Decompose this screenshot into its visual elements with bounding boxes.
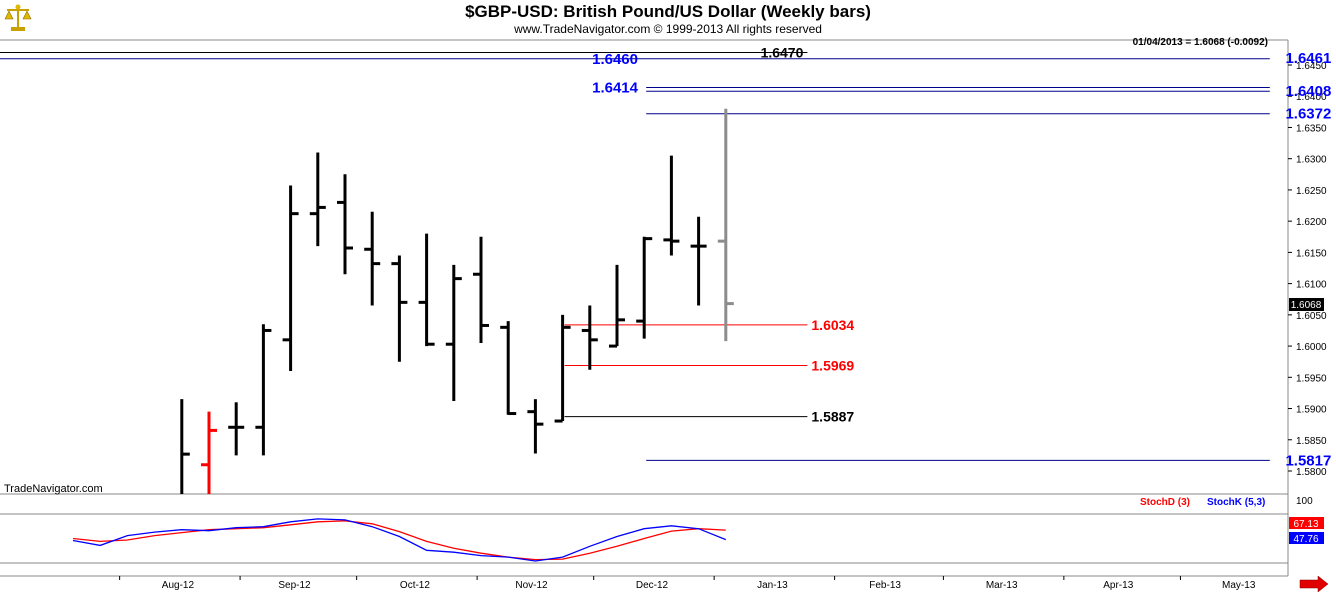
time-tick-label: Sep-12: [278, 580, 311, 591]
stochK-value-label: 47.76: [1293, 534, 1318, 545]
price-tick-label: 1.6050: [1296, 311, 1327, 322]
chart-header: $GBP-USD: British Pound/US Dollar (Weekl…: [0, 0, 1336, 36]
price-tick-label: 1.5900: [1296, 405, 1327, 416]
price-tick-label: 1.5950: [1296, 373, 1327, 384]
price-tick-label: 1.6100: [1296, 280, 1327, 291]
level-label-1-5817: 1.5817: [1285, 452, 1331, 469]
level-label-1-6034: 1.6034: [811, 317, 854, 333]
level-label-1-5969: 1.5969: [811, 357, 854, 373]
price-tick-label: 1.6350: [1296, 123, 1327, 134]
stochastic-panel: [72, 518, 727, 562]
last-price-tag: [1289, 298, 1324, 311]
time-tick-label: Aug-12: [162, 580, 195, 591]
chart-title: $GBP-USD: British Pound/US Dollar (Weekl…: [465, 2, 871, 21]
price-levels: 1.6470 1.6460 1.6461 1.6414 1.6408 1.6372 1.60…: [0, 45, 1331, 469]
level-label-1-6408: 1.6408: [1285, 83, 1331, 100]
stochD-legend: StochD (3): [1140, 497, 1190, 508]
time-tick-label: Jan-13: [757, 580, 788, 591]
price-tick-label: 1.5850: [1296, 436, 1327, 447]
time-tick-label: Nov-12: [515, 580, 548, 591]
time-tick-label: Apr-13: [1103, 580, 1133, 591]
time-tick-label: Feb-13: [869, 580, 901, 591]
level-label-1-6372: 1.6372: [1285, 106, 1331, 123]
level-label-1-6460: 1.6460: [592, 51, 638, 68]
stochD-value-tag: [1289, 517, 1324, 529]
price-tick-label: 1.6450: [1296, 61, 1327, 72]
copyright-text: www.TradeNavigator.com © 1999-2013 All r…: [514, 22, 822, 36]
price-bars: [180, 108, 734, 494]
price-tick-label: 1.6200: [1296, 217, 1327, 228]
stochD-line: [72, 520, 726, 561]
time-tick-label: Dec-12: [636, 580, 669, 591]
stoch-100-tick: 100: [1296, 496, 1313, 507]
stochK-line: [72, 518, 727, 562]
time-axis: Aug-12 Sep-12 Oct-12 Nov-12 Dec-12 Jan-13 Feb-…: [119, 576, 1256, 591]
price-tick-label: 1.6400: [1296, 92, 1327, 103]
price-tick-label: 1.6000: [1296, 342, 1327, 353]
level-label-1-6470: 1.6470: [761, 45, 804, 61]
price-tick-label: 1.5800: [1296, 467, 1327, 478]
level-label-1-5887: 1.5887: [811, 409, 854, 425]
time-tick-label: Mar-13: [986, 580, 1018, 591]
stochK-value-tag: [1289, 532, 1324, 544]
price-tick-label: 1.6150: [1296, 248, 1327, 259]
price-axis: 1.6450 1.6400 1.6350 1.6300 1.6250 1.6200 1.61…: [1288, 61, 1327, 478]
time-tick-label: Oct-12: [400, 580, 430, 591]
stochK-legend: StochK (5,3): [1207, 497, 1265, 508]
scroll-right-arrow-icon[interactable]: [1299, 575, 1329, 593]
stochD-value-label: 67.13: [1293, 519, 1318, 530]
info-line: 01/04/2013 = 1.6068 (-0.0092): [1133, 37, 1268, 48]
price-tick-label: 1.6300: [1296, 155, 1327, 166]
watermark-text: TradeNavigator.com: [4, 483, 103, 495]
price-tick-label: 1.6250: [1296, 186, 1327, 197]
balance-scale-icon: [4, 4, 32, 31]
last-price-label: 1.6068: [1291, 300, 1322, 311]
time-tick-label: May-13: [1222, 580, 1256, 591]
level-label-1-6461: 1.6461: [1285, 50, 1331, 67]
level-label-1-6414: 1.6414: [592, 79, 639, 96]
